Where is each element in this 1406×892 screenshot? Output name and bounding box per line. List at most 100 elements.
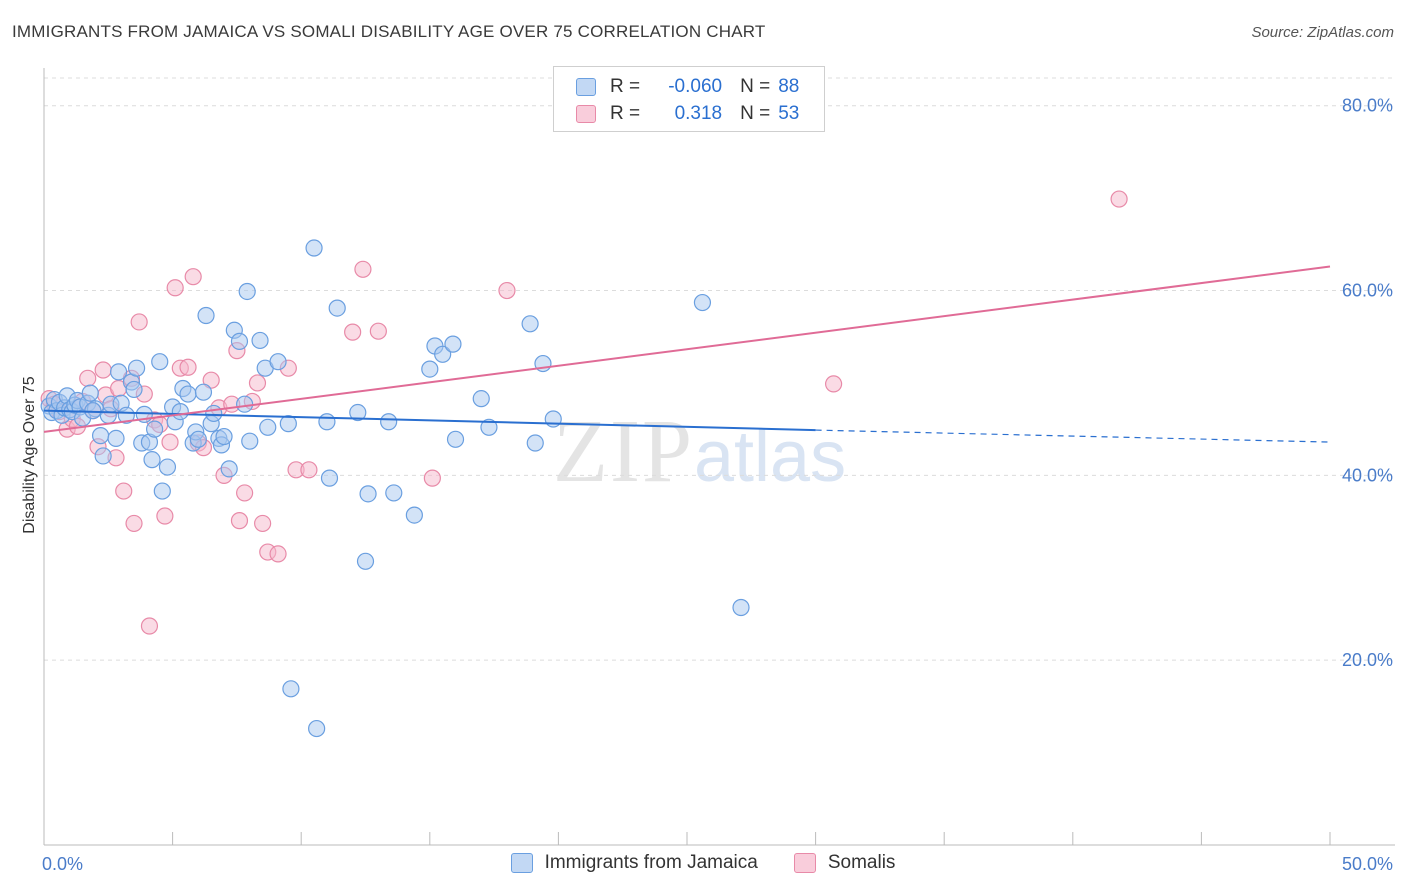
jamaica-point bbox=[145, 420, 164, 438]
somalis-point bbox=[236, 484, 254, 502]
jamaica-point bbox=[84, 402, 102, 420]
somalis-point bbox=[1110, 190, 1128, 208]
jamaica-point bbox=[107, 429, 125, 447]
jamaica-trend-extension bbox=[815, 429, 1331, 443]
jamaica-point bbox=[109, 363, 128, 381]
jamaica-point bbox=[320, 469, 339, 487]
jamaica-point bbox=[279, 415, 297, 433]
legend-r-value: -0.060 bbox=[668, 76, 723, 97]
somalis-point bbox=[156, 507, 174, 525]
somalis-trend-line bbox=[43, 265, 1331, 433]
jamaica-point bbox=[480, 418, 498, 436]
x-tick-label: 0.0% bbox=[42, 854, 83, 874]
jamaica-point bbox=[179, 385, 197, 403]
jamaica-point bbox=[328, 299, 346, 317]
jamaica-point bbox=[151, 353, 169, 371]
legend-item-jamaica[interactable]: Immigrants from Jamaica bbox=[510, 852, 758, 874]
jamaica-point bbox=[197, 306, 215, 325]
jamaica-point bbox=[693, 293, 712, 312]
somalis-point bbox=[79, 369, 97, 387]
jamaica-point bbox=[251, 331, 269, 350]
legend-n-value: 53 bbox=[778, 103, 800, 124]
jamaica-point bbox=[127, 359, 146, 377]
jamaica-point bbox=[385, 484, 403, 502]
source-label: Source: ZipAtlas.com bbox=[1251, 24, 1394, 41]
jamaica-point bbox=[205, 404, 223, 423]
stats-legend: R = -0.060 N = 88 R = 0.318 N = 53 bbox=[553, 66, 825, 132]
legend-n-label: N = bbox=[740, 103, 771, 124]
legend-row-somalis: R = 0.318 N = 53 bbox=[576, 102, 799, 126]
jamaica-point bbox=[308, 719, 326, 738]
jamaica-point bbox=[356, 552, 375, 570]
jamaica-point bbox=[446, 430, 465, 448]
somalis-point bbox=[179, 358, 197, 376]
somalis-point bbox=[423, 469, 441, 487]
jamaica-point bbox=[349, 403, 367, 422]
legend-swatch-blue bbox=[576, 78, 596, 96]
somalis-point bbox=[125, 514, 143, 533]
jamaica-point bbox=[405, 506, 423, 524]
jamaica-point bbox=[171, 402, 189, 421]
somalis-point bbox=[300, 461, 318, 479]
jamaica-point bbox=[421, 360, 439, 378]
jamaica-point bbox=[434, 345, 452, 363]
legend-r-label: R = bbox=[610, 76, 641, 97]
somalis-point bbox=[130, 313, 148, 331]
legend-row-jamaica: R = -0.060 N = 88 bbox=[576, 75, 799, 99]
jamaica-point bbox=[521, 315, 539, 333]
jamaica-point bbox=[230, 332, 249, 350]
y-tick-label: 60.0% bbox=[1342, 281, 1393, 301]
jamaica-point bbox=[125, 380, 143, 399]
jamaica-point bbox=[81, 384, 99, 402]
somalis-point bbox=[254, 514, 272, 533]
jamaica-point bbox=[241, 432, 259, 450]
jamaica-point bbox=[526, 434, 544, 452]
legend-swatch-pink bbox=[793, 853, 816, 873]
jamaica-trend-line bbox=[43, 409, 816, 432]
legend-item-somalis[interactable]: Somalis bbox=[793, 852, 895, 874]
x-tick-label: 50.0% bbox=[1342, 854, 1393, 874]
somalis-point bbox=[94, 361, 112, 379]
somalis-point bbox=[166, 279, 184, 297]
somalis-point bbox=[369, 322, 387, 340]
jamaica-point bbox=[472, 390, 490, 408]
jamaica-point bbox=[380, 413, 398, 431]
y-tick-label: 40.0% bbox=[1342, 465, 1393, 485]
somalis-point bbox=[344, 323, 362, 341]
series-legend: Immigrants from Jamaica Somalis bbox=[0, 852, 1406, 874]
y-tick-label: 80.0% bbox=[1342, 96, 1393, 116]
chart-title: IMMIGRANTS FROM JAMAICA VS SOMALI DISABI… bbox=[12, 22, 766, 41]
jamaica-point bbox=[359, 485, 377, 503]
y-tick-label: 20.0% bbox=[1342, 650, 1393, 670]
jamaica-point bbox=[194, 383, 213, 401]
somalis-point bbox=[825, 375, 843, 393]
jamaica-point bbox=[117, 406, 135, 424]
jamaica-point bbox=[444, 335, 462, 353]
jamaica-point bbox=[318, 413, 336, 431]
jamaica-point bbox=[189, 430, 207, 448]
jamaica-point bbox=[143, 451, 161, 469]
legend-swatch-blue bbox=[510, 853, 533, 873]
jamaica-point bbox=[732, 598, 750, 617]
somalis-point bbox=[498, 281, 516, 300]
somalis-point bbox=[248, 374, 267, 392]
somalis-point bbox=[140, 617, 159, 635]
somalis-point bbox=[161, 433, 179, 451]
somalis-point bbox=[230, 512, 249, 530]
legend-swatch-pink bbox=[576, 105, 596, 123]
jamaica-point bbox=[282, 680, 300, 698]
jamaica-point bbox=[158, 458, 177, 476]
jamaica-point bbox=[91, 427, 110, 445]
jamaica-point bbox=[236, 395, 254, 413]
somalis-point bbox=[115, 482, 133, 500]
jamaica-point bbox=[305, 239, 323, 257]
jamaica-point bbox=[269, 353, 287, 371]
somalis-point bbox=[354, 260, 372, 278]
legend-label-jamaica: Immigrants from Jamaica bbox=[544, 852, 758, 873]
somalis-point bbox=[202, 371, 220, 389]
jamaica-point bbox=[238, 282, 256, 301]
legend-r-value: 0.318 bbox=[674, 103, 723, 124]
legend-n-value: 88 bbox=[778, 76, 800, 97]
jamaica-point bbox=[94, 447, 112, 465]
